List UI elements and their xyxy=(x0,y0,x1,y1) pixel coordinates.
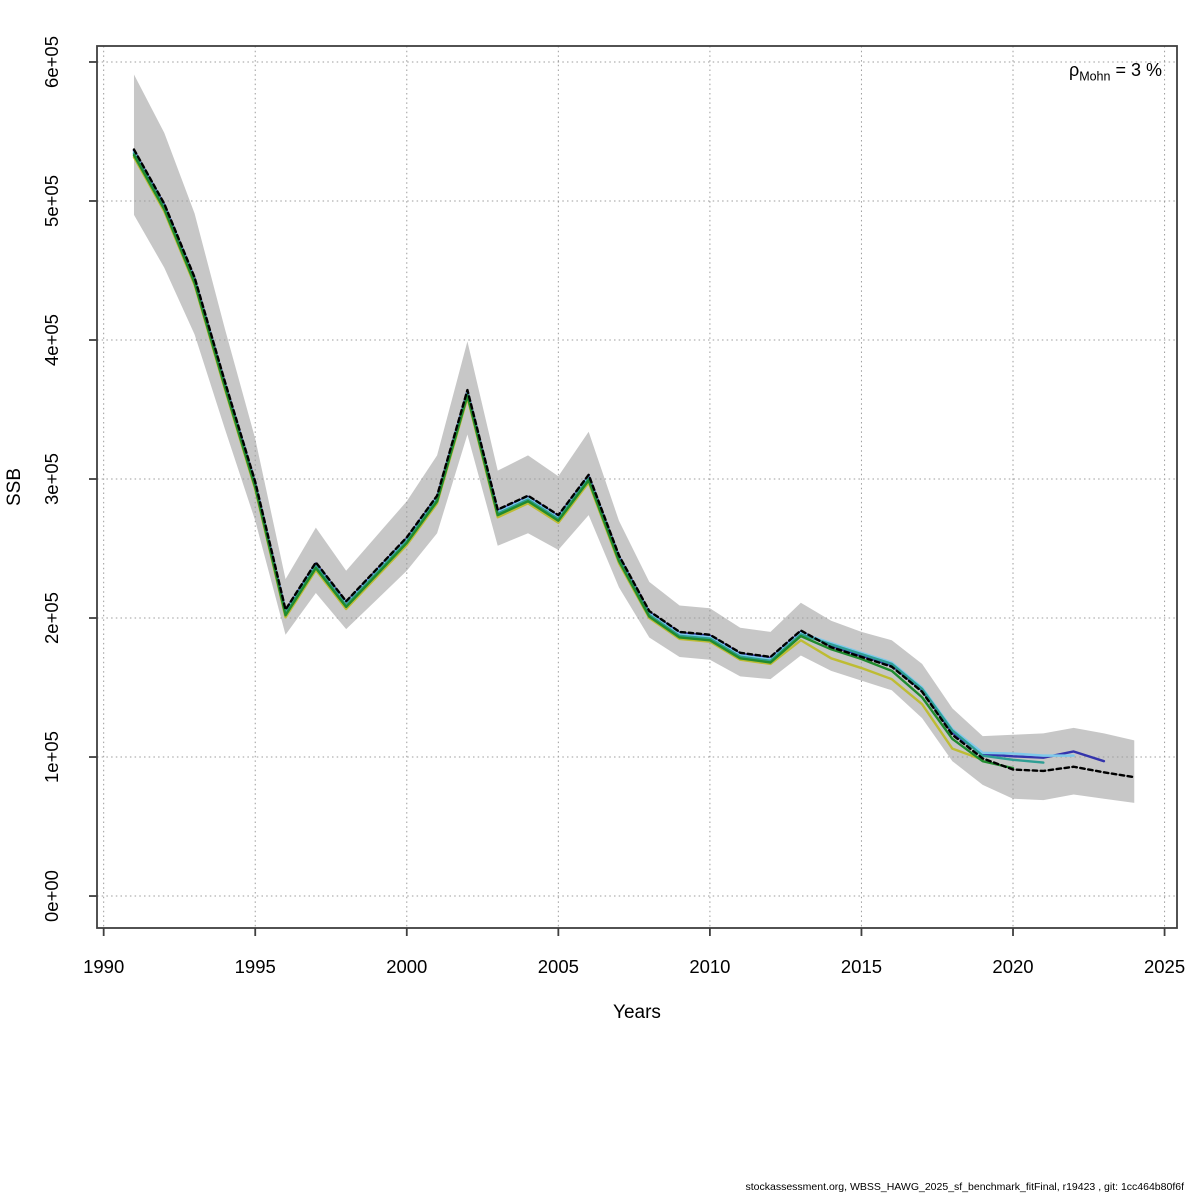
x-axis-title: Years xyxy=(613,1002,661,1023)
series-line-retro-peel-2022 xyxy=(132,150,1075,757)
x-tick-label-2015: 2015 xyxy=(841,956,882,977)
mohn-rho-annotation: ρMohn = 3 % xyxy=(1069,60,1162,84)
x-tick-label-1995: 1995 xyxy=(235,956,276,977)
series-line-retro-peel-2023 xyxy=(132,149,1106,763)
y-tick-label-5e+05: 5e+05 xyxy=(41,175,62,227)
rho-symbol: ρ xyxy=(1068,60,1080,80)
y-tick-label-3e+05: 3e+05 xyxy=(41,453,62,505)
y-tick-label-1e+05: 1e+05 xyxy=(41,731,62,783)
confidence-band-base-run xyxy=(133,74,1135,803)
y-tick-label-0e+00: 0e+00 xyxy=(41,870,62,922)
x-tick-label-2000: 2000 xyxy=(386,956,427,977)
y-tick-label-6e+05: 6e+05 xyxy=(41,36,62,88)
rho-value: = 3 % xyxy=(1110,60,1162,80)
y-axis-title: SSB xyxy=(4,467,25,507)
series-line-fit-2024-base xyxy=(132,148,1136,779)
x-tick-label-2020: 2020 xyxy=(992,956,1033,977)
y-tick-label-2e+05: 2e+05 xyxy=(41,592,62,644)
rho-subscript: Mohn xyxy=(1079,69,1111,84)
x-tick-label-2010: 2010 xyxy=(689,956,730,977)
plot-frame xyxy=(96,45,1178,929)
series-line-retro-peel-2020 xyxy=(132,153,1015,770)
y-tick-label-4e+05: 4e+05 xyxy=(41,314,62,366)
x-tick-label-1990: 1990 xyxy=(83,956,124,977)
x-tick-label-2025: 2025 xyxy=(1144,956,1185,977)
source-caption: stockassessment.org, WBSS_HAWG_2025_sf_b… xyxy=(745,1181,1185,1193)
x-tick-label-2005: 2005 xyxy=(538,956,579,977)
